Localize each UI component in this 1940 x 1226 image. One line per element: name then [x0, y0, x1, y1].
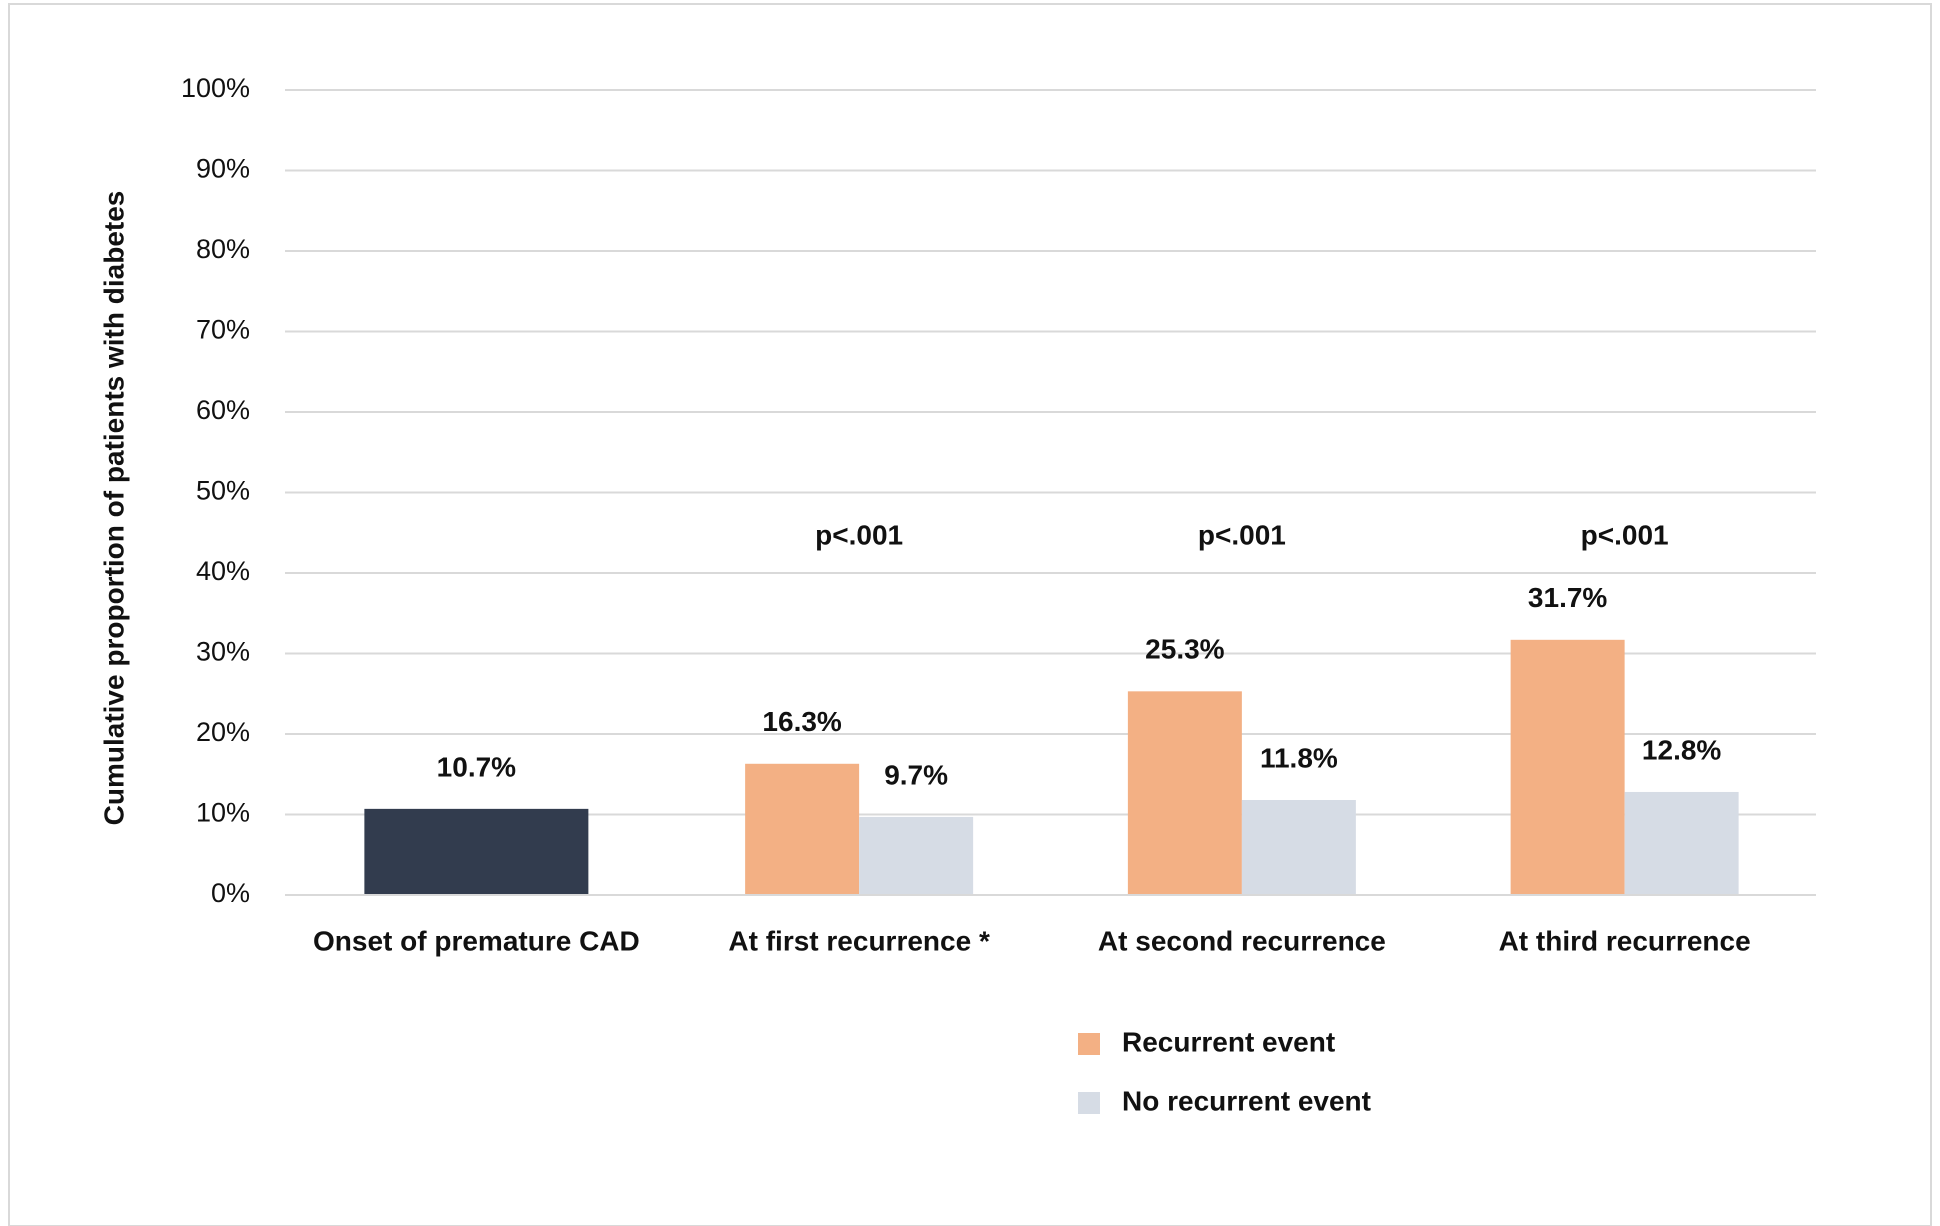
y-tick-label: 60% — [196, 395, 250, 425]
y-tick-label: 10% — [196, 798, 250, 828]
bar — [1624, 791, 1739, 895]
value-label: 10.7% — [437, 751, 516, 782]
y-axis-label: Cumulative proportion of patients with d… — [98, 191, 129, 826]
legend-label: Recurrent event — [1122, 1026, 1335, 1057]
y-tick-label: 50% — [196, 476, 250, 506]
y-tick-label: 70% — [196, 315, 250, 345]
y-tick-label: 80% — [196, 234, 250, 264]
legend-swatch — [1078, 1033, 1100, 1055]
y-tick-label: 40% — [196, 556, 250, 586]
annotation: p<.001 — [815, 519, 903, 550]
bar — [1510, 639, 1625, 895]
bar — [1241, 800, 1356, 895]
value-label: 31.7% — [1528, 582, 1607, 613]
y-tick-label: 90% — [196, 154, 250, 184]
value-label: 12.8% — [1642, 734, 1721, 765]
bar — [364, 808, 589, 895]
value-label: 25.3% — [1145, 634, 1224, 665]
x-tick-label: At third recurrence — [1499, 925, 1751, 956]
y-tick-label: 20% — [196, 717, 250, 747]
x-tick-label: At second recurrence — [1098, 925, 1386, 956]
value-label: 16.3% — [762, 706, 841, 737]
value-label: 9.7% — [884, 759, 948, 790]
y-tick-label: 30% — [196, 637, 250, 667]
legend-swatch — [1078, 1092, 1100, 1114]
x-tick-label: At first recurrence * — [728, 925, 990, 956]
legend-label: No recurrent event — [1122, 1085, 1371, 1116]
bar — [745, 763, 860, 895]
y-tick-label: 100% — [181, 73, 250, 103]
bar — [1127, 691, 1242, 895]
value-label: 11.8% — [1260, 742, 1338, 773]
x-tick-label: Onset of premature CAD — [313, 925, 640, 956]
bar — [859, 816, 974, 895]
chart-frame — [8, 3, 1932, 1226]
annotation: p<.001 — [1198, 519, 1286, 550]
annotation: p<.001 — [1581, 519, 1669, 550]
y-tick-label: 0% — [211, 878, 250, 908]
